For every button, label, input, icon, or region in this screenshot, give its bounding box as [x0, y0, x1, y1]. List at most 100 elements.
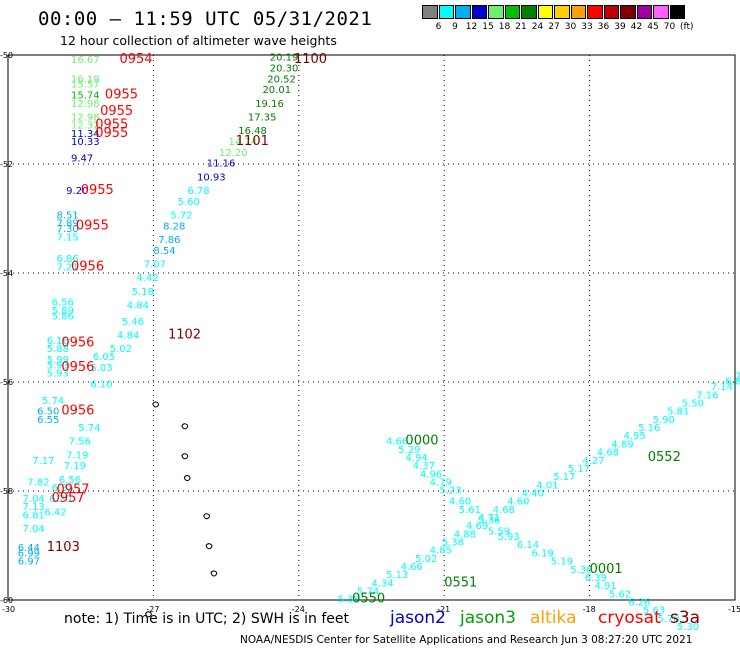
map-subtitle: 12 hour collection of altimeter wave hei…	[60, 33, 337, 48]
legend-swatch	[504, 5, 520, 19]
wave-height-label: 5.60	[178, 197, 200, 208]
wave-height-label: 4.84	[117, 330, 139, 341]
pass-time-label: 0957	[52, 491, 85, 506]
wave-height-label: 9.20	[66, 186, 88, 197]
wave-height-label: 4.91	[594, 581, 616, 592]
pass-time-label: 1100	[294, 52, 327, 67]
island-outline	[210, 570, 218, 577]
wave-height-label: 5.13	[386, 570, 408, 581]
legend-label: 45	[647, 22, 659, 32]
wave-height-label: 6.39	[585, 573, 607, 584]
pass-time-label: 1101	[236, 134, 269, 149]
pass-time-label: 0001	[590, 562, 623, 577]
pass-time-label: 0955	[105, 88, 138, 103]
wave-height-label: 7.30	[56, 224, 78, 235]
wave-height-label: 7.19	[66, 450, 88, 461]
pass-time-label: 0955	[95, 118, 128, 133]
wave-height-label: 12.98	[71, 99, 100, 110]
pass-time-label: 0000	[405, 434, 438, 449]
wave-height-label: 5.74	[42, 396, 64, 407]
legend-label: 39	[614, 22, 626, 32]
wave-height-label: 5.02	[110, 344, 132, 355]
legend-swatch	[422, 5, 438, 19]
wave-height-label: 8.51	[56, 211, 78, 222]
wave-height-label: 5.78	[657, 614, 679, 625]
wave-height-label: 4.27	[582, 456, 604, 467]
wave-height-label: 20.30	[270, 63, 299, 74]
pass-time-label: 0550	[352, 592, 385, 607]
wave-height-label: 4.40	[522, 488, 544, 499]
wave-height-label: 7.86	[158, 235, 180, 246]
island-outline	[181, 423, 189, 430]
wave-height-label: 7.07	[144, 260, 166, 271]
wave-height-label: 5.99	[47, 355, 69, 366]
wave-height-label: 5.86	[52, 311, 74, 322]
wave-height-label: 5.46	[122, 317, 144, 328]
wave-height-label: 15.57	[71, 80, 100, 91]
wave-height-label: 16.19	[71, 74, 100, 85]
legend-swatch	[554, 5, 570, 19]
wave-height-label: 12.32	[71, 121, 100, 132]
wave-height-label: 4.68	[493, 505, 515, 516]
wave-height-label: 4.88	[454, 529, 476, 540]
wave-height-label: 5.38	[338, 595, 360, 606]
wave-height-label: 4.42	[136, 273, 158, 284]
wave-height-label: 5.30	[677, 622, 699, 633]
pass-time-label: 0956	[71, 259, 104, 274]
wave-height-label: 5.89	[52, 306, 74, 317]
legend-label: 12	[465, 22, 478, 32]
wave-height-label: 7.19	[64, 461, 86, 472]
wave-height-label: 4.95	[624, 431, 646, 442]
legend-label: 30	[564, 22, 577, 32]
wave-height-label: 5.19	[551, 557, 573, 568]
pass-time-label: 0552	[648, 450, 681, 465]
wave-height-label: 5.90	[653, 415, 675, 426]
wave-height-label: 8.28	[163, 221, 185, 232]
wave-height-label: 5.62	[609, 589, 631, 600]
wave-height-label: 16.48	[238, 126, 267, 137]
map-title: 00:00 – 11:59 UTC 05/31/2021	[38, 8, 373, 30]
wave-height-label: 4.69	[466, 521, 488, 532]
wave-height-label: 5.74	[357, 587, 379, 598]
legend-swatch	[521, 5, 537, 19]
wave-height-label: 14.74	[229, 137, 258, 148]
legend-label: 21	[515, 22, 527, 32]
wave-height-label: 6.55	[37, 415, 59, 426]
wave-height-label: 5.02	[415, 554, 437, 565]
legend-swatch	[537, 5, 553, 19]
legend-swatch	[471, 5, 487, 19]
pass-time-label: 1102	[168, 327, 201, 342]
wave-height-label: 6.50	[37, 407, 59, 418]
wave-height-label: 6.10	[90, 379, 112, 390]
wave-height-label: 6.14	[517, 540, 539, 551]
wave-height-label: 6.78	[187, 186, 209, 197]
wave-height-label: 11.34	[71, 129, 100, 140]
island-outline	[181, 453, 189, 460]
wave-height-label: 7.1	[735, 371, 740, 382]
y-tick-label: -60	[0, 596, 13, 605]
wave-height-label: 5.61	[459, 505, 481, 516]
y-tick-label: -58	[0, 487, 13, 496]
wave-height-label: 4.89	[611, 439, 633, 450]
wave-height-label: 6.56	[52, 298, 74, 309]
legend-swatch	[653, 5, 669, 19]
x-tick-label: -18	[583, 605, 596, 614]
legend-swatch	[570, 5, 586, 19]
wave-height-label: 7.82	[27, 478, 49, 489]
wave-height-label: 4.37	[413, 461, 435, 472]
wave-height-label: 5.36	[570, 565, 592, 576]
wave-height-label: 5.23	[439, 486, 461, 497]
wave-height-label: 7.15	[56, 232, 78, 243]
pass-time-label: 1103	[47, 540, 80, 555]
island-outline	[183, 475, 191, 482]
pass-time-label: 0955	[81, 183, 114, 198]
wave-height-label: 6.99	[18, 548, 40, 559]
legend-label: 27	[548, 22, 560, 32]
wave-height-label: 6.16	[47, 336, 69, 347]
wave-height-label: 15.74	[71, 91, 100, 102]
legend-label: 70	[663, 22, 676, 32]
wave-height-label: 5.93	[498, 532, 520, 543]
pass-time-label: 0955	[95, 126, 128, 141]
wave-height-label: 8.54	[153, 246, 175, 257]
